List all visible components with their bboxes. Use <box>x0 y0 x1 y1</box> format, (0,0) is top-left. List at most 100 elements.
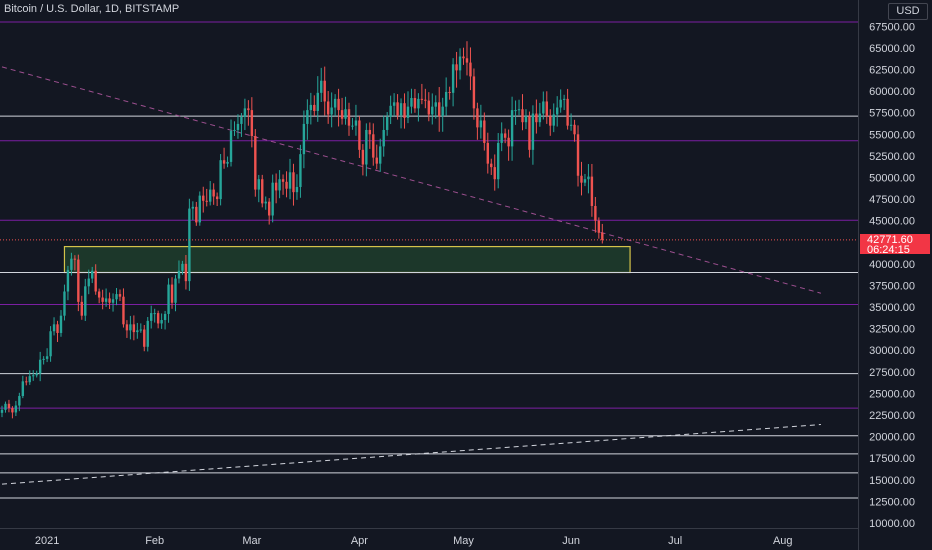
candle-body <box>264 201 267 204</box>
candle-body <box>25 381 28 383</box>
candle-body <box>0 409 4 413</box>
ascending-trendline <box>1 424 821 485</box>
candle-countdown: 06:24:15 <box>867 244 910 256</box>
candle-body <box>441 106 444 117</box>
y-tick-label: 27500.00 <box>869 367 915 379</box>
candle-body <box>156 313 160 324</box>
candle-body <box>222 160 226 164</box>
candle-body <box>385 117 389 130</box>
candle-body <box>181 263 184 271</box>
candle-body <box>198 195 201 223</box>
candle-body <box>21 381 25 397</box>
candle-body <box>143 329 146 347</box>
candle-body <box>313 104 316 111</box>
x-tick-label: Mar <box>242 535 261 547</box>
candle-body <box>316 92 319 111</box>
candle-body <box>514 110 517 112</box>
candle-body <box>535 113 538 123</box>
candle-body <box>202 195 205 201</box>
candle-body <box>42 358 45 360</box>
candle-body <box>188 208 191 282</box>
candle-body <box>38 359 42 374</box>
y-tick-label: 25000.00 <box>869 388 915 400</box>
candle-body <box>403 103 406 118</box>
candle-body <box>261 179 264 204</box>
candle-body <box>410 98 413 107</box>
candle-body <box>278 179 281 191</box>
candle-body <box>122 296 125 325</box>
time-axis-background <box>0 528 858 550</box>
candle-body <box>274 182 278 191</box>
candle-body <box>45 356 49 359</box>
candle-body <box>118 294 122 297</box>
candle-body <box>507 137 510 147</box>
candle-body <box>233 129 236 131</box>
y-tick-label: 20000.00 <box>869 432 915 444</box>
candle-body <box>451 64 455 93</box>
y-tick-label: 35000.00 <box>869 302 915 314</box>
candle-body <box>420 98 424 100</box>
candle-body <box>35 373 38 376</box>
candle-body <box>583 179 587 183</box>
candle-body <box>438 102 441 117</box>
candle-body <box>136 330 139 333</box>
candle-body <box>18 396 21 406</box>
candle-body <box>365 129 368 165</box>
candle-body <box>469 62 472 77</box>
candle-body <box>587 176 590 180</box>
candle-body <box>28 376 31 383</box>
candle-body <box>295 186 299 193</box>
y-tick-label: 52500.00 <box>869 151 915 163</box>
y-tick-label: 10000.00 <box>869 518 915 530</box>
candle-body <box>139 329 142 331</box>
candle-body <box>580 175 583 183</box>
candle-body <box>111 299 115 303</box>
candle-body <box>448 91 451 93</box>
candle-body <box>212 189 215 197</box>
candle-body <box>524 116 528 123</box>
candle-body <box>510 110 514 147</box>
x-tick-label: Feb <box>145 535 164 547</box>
y-tick-label: 45000.00 <box>869 216 915 228</box>
candle-body <box>215 196 219 200</box>
candle-body <box>396 102 399 116</box>
candle-body <box>556 107 559 115</box>
x-tick-label: May <box>453 535 474 547</box>
candle-body <box>503 133 507 138</box>
candle-body <box>184 263 188 282</box>
candle-body <box>174 278 177 303</box>
candle-body <box>271 182 274 216</box>
candle-body <box>601 232 604 240</box>
candle-body <box>56 324 59 333</box>
candle-body <box>209 189 212 202</box>
currency-button[interactable]: USD <box>888 3 928 20</box>
candle-body <box>77 259 80 302</box>
last-price-badge: 42771.60 06:24:15 <box>860 234 930 256</box>
candle-body <box>354 120 358 126</box>
candle-body <box>340 110 344 119</box>
y-tick-label: 67500.00 <box>869 21 915 33</box>
y-tick-label: 22500.00 <box>869 410 915 422</box>
candle-body <box>521 109 524 123</box>
candle-body <box>458 56 462 71</box>
candle-body <box>87 278 90 287</box>
candle-body <box>132 324 136 333</box>
candle-body <box>292 172 295 193</box>
candle-body <box>347 109 351 126</box>
candle-body <box>333 98 337 108</box>
candle-body <box>424 99 427 101</box>
candle-body <box>372 134 375 158</box>
candle-body <box>229 130 233 162</box>
candle-body <box>330 107 333 115</box>
y-tick-label: 32500.00 <box>869 324 915 336</box>
descending-trendline <box>1 66 822 294</box>
y-tick-label: 12500.00 <box>869 496 915 508</box>
candle-body <box>566 98 569 126</box>
candle-body <box>240 117 243 124</box>
candle-body <box>94 270 97 292</box>
candle-body <box>427 100 431 115</box>
y-tick-label: 40000.00 <box>869 259 915 271</box>
candle-body <box>389 105 392 118</box>
y-tick-label: 65000.00 <box>869 43 915 55</box>
